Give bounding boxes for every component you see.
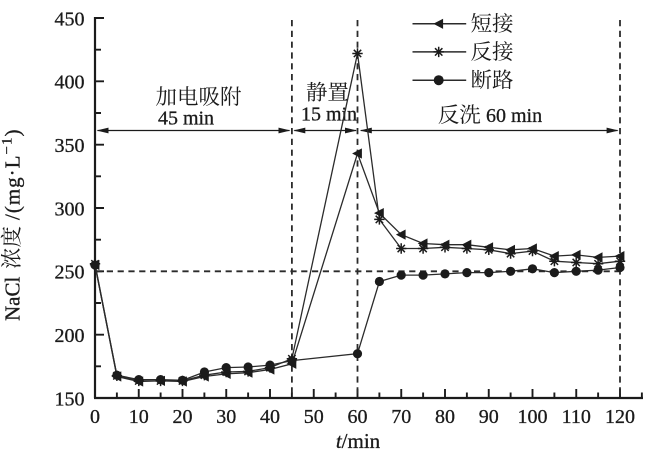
svg-text:100: 100: [518, 406, 548, 428]
svg-text:80: 80: [435, 406, 455, 428]
svg-text:10: 10: [129, 406, 149, 428]
svg-text:90: 90: [479, 406, 499, 428]
svg-text:t/min: t/min: [336, 429, 381, 453]
svg-text:300: 300: [55, 198, 85, 220]
svg-text:110: 110: [562, 406, 591, 428]
svg-text:350: 350: [55, 135, 85, 157]
svg-text:60 min: 60 min: [486, 105, 542, 127]
svg-text:70: 70: [391, 406, 411, 428]
svg-text:0: 0: [90, 406, 100, 428]
svg-text:200: 200: [55, 325, 85, 347]
svg-text:150: 150: [55, 388, 85, 410]
svg-text:15 min: 15 min: [301, 104, 357, 126]
svg-text:50: 50: [304, 406, 324, 428]
svg-text:120: 120: [605, 406, 635, 428]
svg-text:45 min: 45 min: [158, 108, 214, 130]
svg-text:450: 450: [55, 8, 85, 30]
svg-text:20: 20: [173, 406, 193, 428]
svg-text:250: 250: [55, 262, 85, 284]
svg-text:60: 60: [348, 406, 368, 428]
svg-text:30: 30: [216, 406, 236, 428]
svg-text:40: 40: [260, 406, 280, 428]
svg-text:NaCl: NaCl: [1, 277, 25, 321]
svg-text:400: 400: [55, 72, 85, 94]
